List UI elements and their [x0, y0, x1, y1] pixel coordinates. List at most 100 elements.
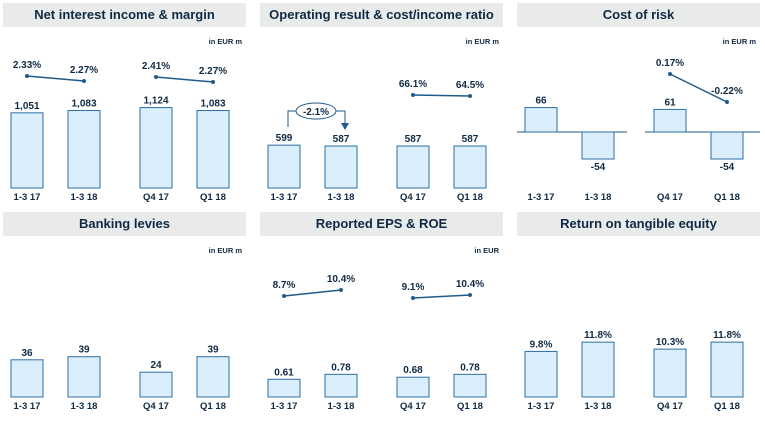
category-label: Q4 17 — [400, 192, 426, 203]
ratio-label: 66.1% — [399, 79, 427, 90]
change-label: -2.1% — [303, 107, 329, 118]
value-label: 1,124 — [143, 96, 168, 107]
arrow-down-icon — [341, 123, 349, 130]
ratio-line — [412, 94, 471, 97]
bar — [710, 131, 744, 160]
category-label: 1-3 18 — [71, 192, 98, 203]
ratio-line — [412, 294, 471, 299]
ratio-point — [282, 294, 286, 298]
value-label: 1,083 — [71, 99, 96, 110]
category-label: Q1 18 — [200, 401, 226, 412]
ratio-point — [25, 74, 29, 78]
chart-cost-of-risk: 66 1-3 17 -54 1-3 18 61 Q4 17 -54 Q1 18 0.17% -0.… — [517, 58, 760, 203]
ratio-label: 10.4% — [327, 274, 355, 285]
panel-title: Reported EPS & ROE — [260, 212, 503, 236]
ratio-label: 2.41% — [142, 61, 170, 72]
bar — [453, 373, 487, 398]
unit-label: in EUR m — [465, 37, 499, 46]
bar — [581, 131, 615, 160]
panel-operating-result: Operating result & cost/income ratio in … — [260, 3, 503, 203]
ratio-line — [283, 289, 342, 297]
unit-label: in EUR m — [208, 246, 242, 255]
value-label: 39 — [78, 345, 90, 356]
category-label: Q1 18 — [200, 192, 226, 203]
ratio-point — [668, 72, 672, 76]
category-label: 1-3 17 — [528, 401, 555, 412]
value-label: 36 — [21, 348, 33, 359]
category-label: Q4 17 — [657, 192, 683, 203]
chart-net-interest-income: 1,051 1-3 17 1,083 1-3 18 1,124 Q4 17 1,083 Q1 … — [10, 60, 230, 203]
category-label: 1-3 17 — [14, 401, 41, 412]
value-label: 11.8% — [584, 330, 612, 341]
chart-operating-result: 599 1-3 17 587 1-3 18 587 Q4 17 587 Q1 18 66.1% 6… — [267, 79, 487, 203]
category-label: 1-3 17 — [271, 401, 298, 412]
bar — [267, 144, 301, 189]
category-label: Q1 18 — [714, 401, 740, 412]
value-label: 61 — [664, 97, 676, 108]
value-label: 0.68 — [403, 365, 423, 376]
category-label: Q4 17 — [143, 192, 169, 203]
value-label: 24 — [150, 360, 162, 371]
ratio-point — [468, 94, 472, 98]
category-label: 1-3 17 — [271, 192, 298, 203]
bar — [196, 110, 230, 189]
category-label: 1-3 18 — [328, 192, 355, 203]
bar — [267, 378, 301, 398]
bar — [139, 107, 173, 189]
bar — [396, 376, 430, 398]
value-label: 0.61 — [274, 367, 294, 378]
ratio-point — [411, 296, 415, 300]
category-label: Q1 18 — [714, 192, 740, 203]
value-label: 0.78 — [460, 362, 480, 373]
value-label: 66 — [535, 96, 547, 107]
value-label: 587 — [333, 134, 350, 145]
bar — [139, 371, 173, 398]
bar — [67, 110, 101, 189]
value-label: 587 — [462, 134, 479, 145]
unit-label: in EUR — [474, 246, 499, 255]
bar — [453, 145, 487, 189]
category-label: 1-3 18 — [328, 401, 355, 412]
ratio-label: -0.22% — [711, 86, 743, 97]
value-label: 10.3% — [656, 337, 684, 348]
value-label: 39 — [207, 345, 219, 356]
value-label: 1,051 — [14, 101, 39, 112]
bar — [324, 373, 358, 398]
value-label: 9.8% — [530, 339, 553, 350]
value-label: 587 — [405, 134, 422, 145]
ratio-point — [82, 79, 86, 83]
value-label: 0.78 — [331, 362, 351, 373]
ratio-label: 10.4% — [456, 279, 484, 290]
ratio-point — [339, 288, 343, 292]
bar — [10, 359, 44, 398]
panel-banking-levies: Banking levies in EUR m 36 1-3 17 39 1-3 18… — [3, 212, 246, 412]
panel-return-on-tangible-equity: Return on tangible equity 9.8% 1-3 17 11.8… — [517, 212, 760, 412]
category-label: 1-3 17 — [528, 192, 555, 203]
ratio-line — [26, 75, 85, 82]
bar — [196, 356, 230, 398]
value-label: -54 — [591, 162, 606, 173]
panel-reported-eps: Reported EPS & ROE in EUR 0.61 1-3 17 0.78… — [260, 212, 503, 412]
ratio-label: 64.5% — [456, 80, 484, 91]
category-label: 1-3 18 — [585, 192, 612, 203]
panel-net-interest-income: Net interest income & margin in EUR m 1,… — [3, 3, 246, 203]
chart-reported-eps: 0.61 1-3 17 0.78 1-3 18 0.68 Q4 17 0.78 Q1 18 8.… — [267, 274, 487, 412]
panel-title: Operating result & cost/income ratio — [260, 3, 503, 27]
category-label: Q1 18 — [457, 192, 483, 203]
category-label: Q4 17 — [143, 401, 169, 412]
ratio-line — [669, 73, 728, 103]
bar — [67, 356, 101, 398]
value-label: -54 — [720, 162, 735, 173]
ratio-label: 0.17% — [656, 58, 684, 69]
bar — [324, 145, 358, 189]
bar — [396, 145, 430, 189]
value-label: 599 — [276, 133, 293, 144]
bar — [581, 341, 615, 398]
category-label: Q4 17 — [657, 401, 683, 412]
bar — [710, 341, 744, 398]
ratio-point — [411, 93, 415, 97]
panel-title: Cost of risk — [517, 3, 760, 27]
ratio-label: 2.27% — [199, 66, 227, 77]
chart-return-on-tangible-equity: 9.8% 1-3 17 11.8% 1-3 18 10.3% Q4 17 11.8% Q1 1… — [524, 330, 744, 412]
panel-title: Banking levies — [3, 212, 246, 236]
